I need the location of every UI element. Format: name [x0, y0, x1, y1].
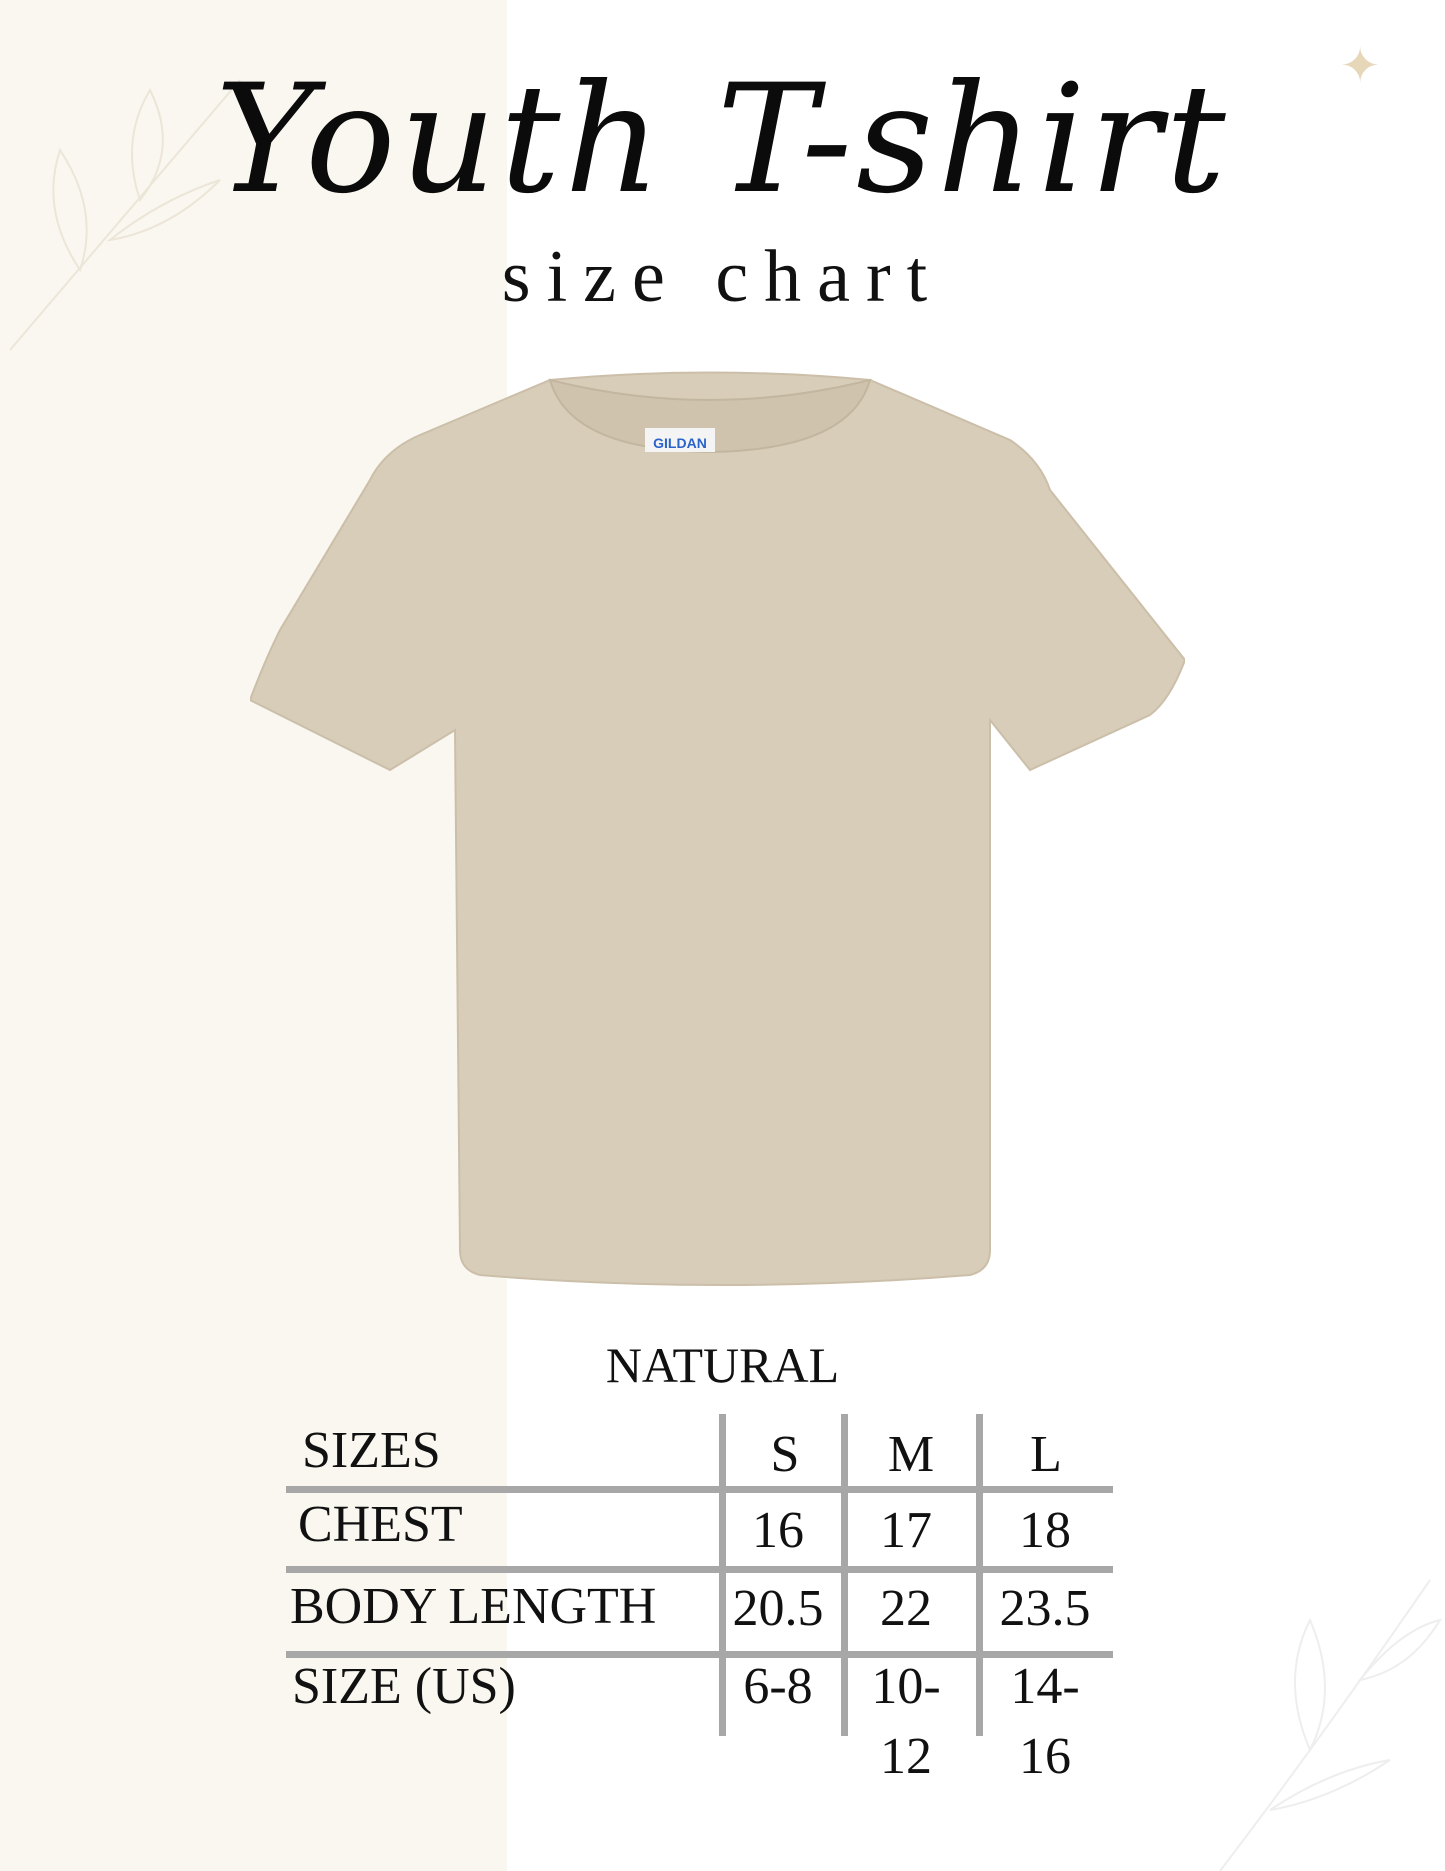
- left-background-panel: [0, 0, 507, 1871]
- header-m: M: [887, 1426, 935, 1483]
- size-us-m: 10-12: [871, 1658, 941, 1785]
- row-divider: [286, 1566, 1113, 1573]
- header-l: L: [1030, 1426, 1062, 1483]
- row-divider: [286, 1651, 1113, 1658]
- column-divider: [976, 1414, 983, 1736]
- page-subtitle: size chart: [501, 236, 944, 318]
- column-divider: [719, 1414, 726, 1736]
- size-us-l: 14-16: [1010, 1658, 1080, 1785]
- row-divider: [286, 1486, 1113, 1493]
- leaf-decoration-icon: [9, 79, 241, 351]
- header-sizes: SIZES: [302, 1422, 441, 1479]
- header-s: S: [770, 1426, 800, 1483]
- body-length-m: 22: [880, 1580, 932, 1637]
- body-length-l: 23.5: [999, 1580, 1091, 1637]
- sparkle-icon: ✦: [1340, 40, 1381, 93]
- page-title: Youth T-shirt: [215, 53, 1230, 227]
- brand-tag: [645, 428, 715, 452]
- size-us-s: 6-8: [743, 1658, 813, 1715]
- row-label-size-us: SIZE (US): [292, 1658, 516, 1715]
- color-name: NATURAL: [605, 1337, 840, 1393]
- chest-m: 17: [880, 1502, 932, 1559]
- column-divider: [841, 1414, 848, 1736]
- chest-s: 16: [752, 1502, 804, 1559]
- row-label-chest: CHEST: [298, 1496, 463, 1553]
- chest-l: 18: [1019, 1502, 1071, 1559]
- row-label-body-length: BODY LENGTH: [290, 1578, 657, 1635]
- svg-text:GILDAN: GILDAN: [653, 435, 707, 451]
- leaf-decoration-icon: [1219, 1579, 1443, 1871]
- tshirt-image: GILDAN: [250, 371, 1185, 1286]
- body-length-s: 20.5: [732, 1580, 824, 1637]
